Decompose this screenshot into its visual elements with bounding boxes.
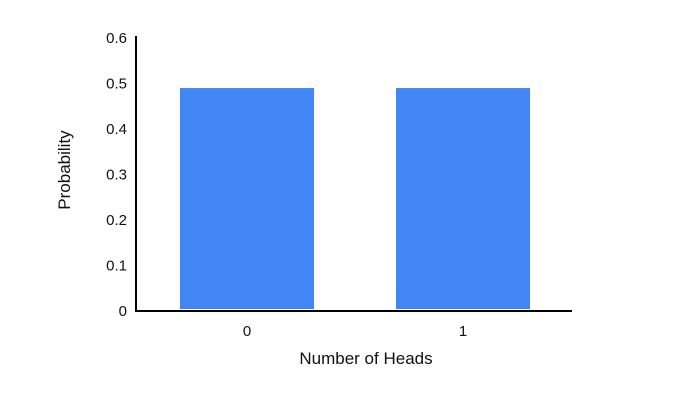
y-axis-title: Probability [55,130,74,210]
x-tick-label-0: 0 [243,323,251,340]
y-tick-label: 0.2 [106,212,127,229]
bar-1 [396,88,530,309]
y-tick-labels: 0 0.1 0.2 0.3 0.4 0.5 0.6 [106,30,127,320]
y-tick-label: 0.4 [106,121,127,138]
x-axis-title: Number of Heads [299,349,432,368]
y-tick-label: 0.3 [106,167,127,184]
y-tick-label: 0 [119,303,127,320]
y-tick-label: 0.5 [106,76,127,93]
y-tick-label: 0.6 [106,30,127,47]
y-tick-label: 0.1 [106,258,127,275]
bars-group [180,88,530,309]
x-tick-label-1: 1 [459,323,467,340]
bar-0 [180,88,314,309]
